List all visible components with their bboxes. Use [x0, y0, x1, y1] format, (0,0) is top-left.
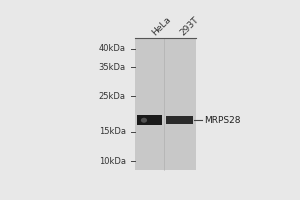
Text: MRPS28: MRPS28 [204, 116, 240, 125]
Text: 25kDa: 25kDa [99, 92, 126, 101]
Text: 293T: 293T [178, 15, 200, 37]
Text: 35kDa: 35kDa [99, 63, 126, 72]
Text: 40kDa: 40kDa [99, 44, 126, 53]
Ellipse shape [141, 118, 147, 123]
Bar [137, 115, 162, 125]
Bar [135, 38, 196, 170]
Text: 15kDa: 15kDa [99, 127, 126, 136]
Text: HeLa: HeLa [150, 15, 172, 37]
Text: 10kDa: 10kDa [99, 157, 126, 166]
Bar [166, 116, 193, 124]
